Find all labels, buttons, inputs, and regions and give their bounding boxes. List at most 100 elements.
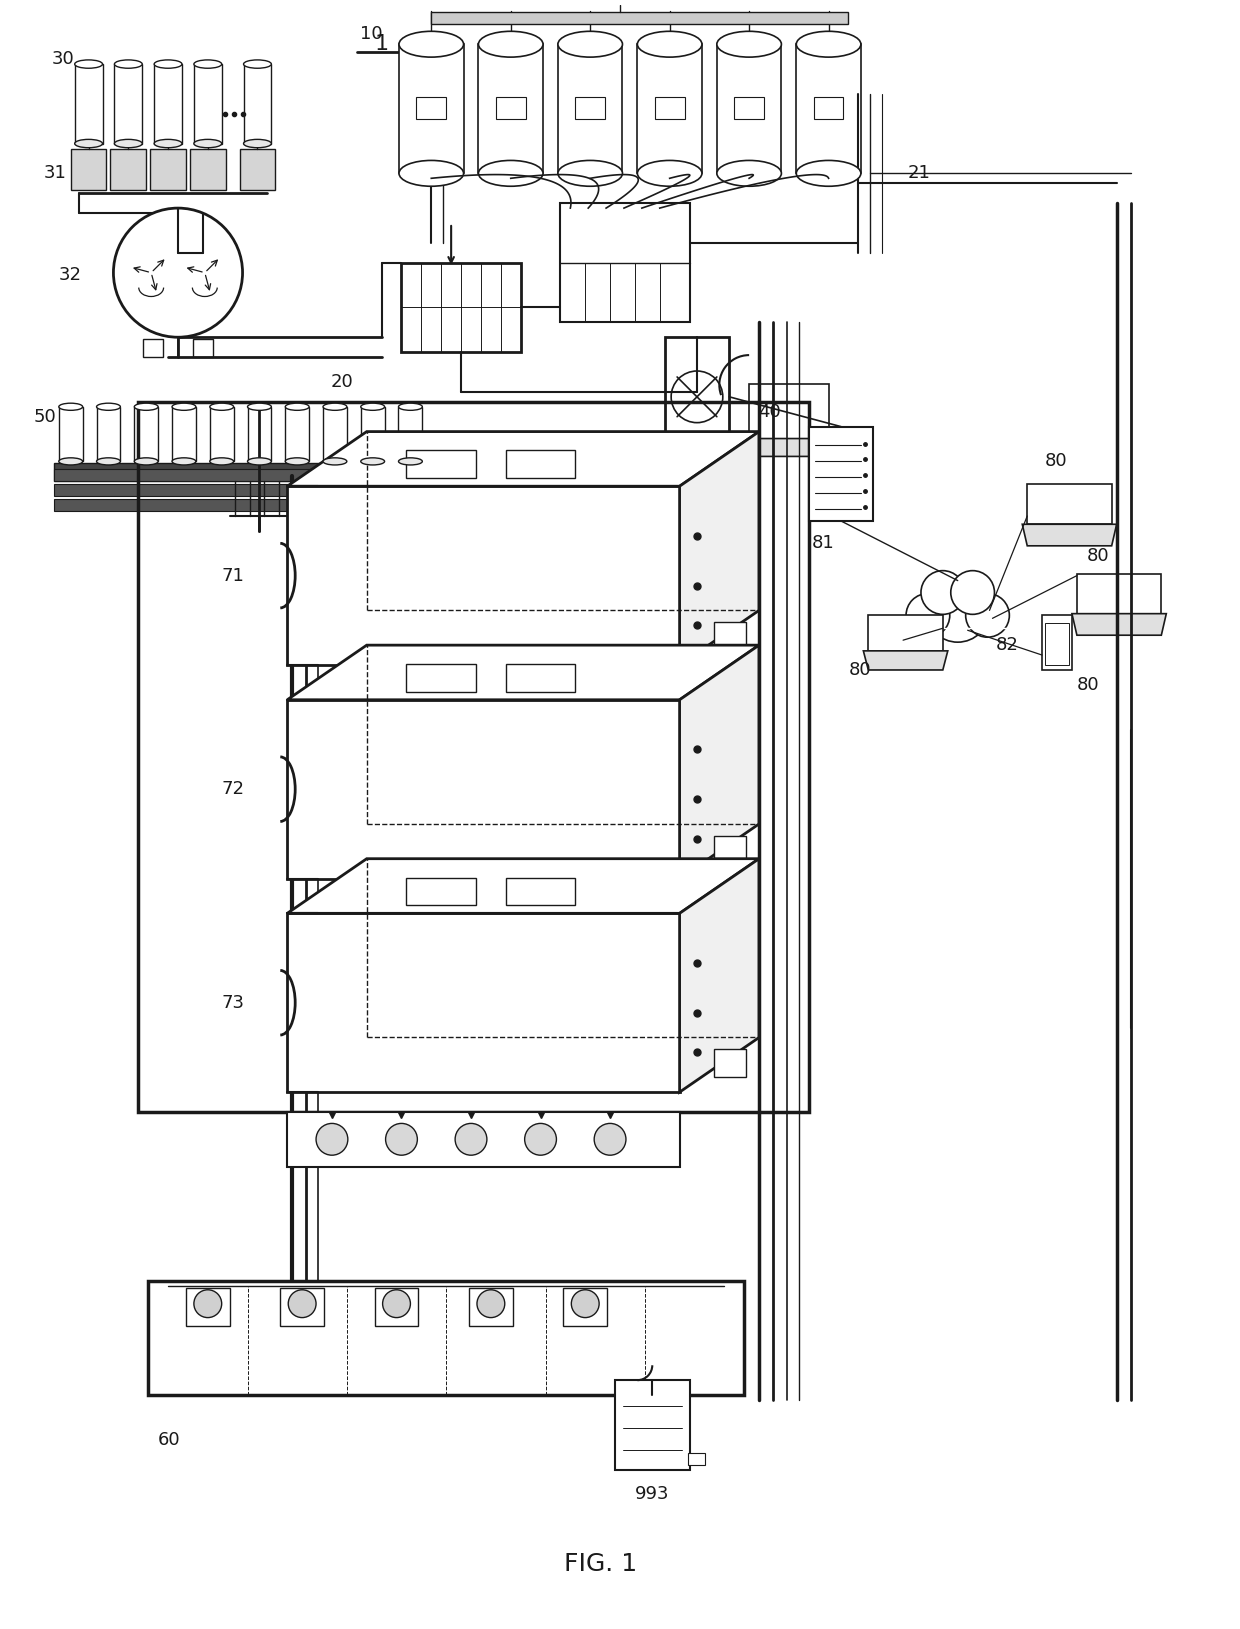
Text: 80: 80 (1086, 547, 1110, 565)
Ellipse shape (479, 31, 543, 57)
Bar (558, 44, 622, 173)
Text: 81: 81 (812, 534, 835, 552)
Bar (144, 339, 164, 357)
Ellipse shape (637, 31, 702, 57)
Polygon shape (288, 432, 759, 485)
Bar (239, 148, 275, 191)
Ellipse shape (796, 31, 861, 57)
Bar (134, 407, 159, 461)
Bar (53, 469, 460, 481)
Circle shape (316, 1124, 348, 1155)
Ellipse shape (398, 458, 423, 464)
Text: 30: 30 (52, 50, 74, 68)
Bar (110, 148, 146, 191)
Circle shape (594, 1124, 626, 1155)
Text: 993: 993 (635, 1486, 670, 1504)
Ellipse shape (399, 160, 464, 186)
Text: 80: 80 (1045, 453, 1068, 471)
Bar (496, 96, 526, 119)
Text: 21: 21 (908, 165, 931, 182)
Bar (248, 407, 272, 461)
Ellipse shape (361, 458, 384, 464)
Polygon shape (680, 432, 759, 665)
Bar (210, 407, 233, 461)
Bar (243, 64, 272, 143)
Bar (399, 44, 464, 173)
Ellipse shape (97, 458, 120, 464)
Bar (813, 96, 843, 119)
Polygon shape (863, 652, 947, 670)
Bar (53, 484, 460, 497)
Bar (149, 1280, 744, 1394)
Bar (74, 64, 103, 143)
Bar (717, 44, 781, 173)
Bar (402, 262, 521, 352)
Bar (417, 96, 446, 119)
Bar (687, 1453, 706, 1464)
Circle shape (951, 570, 994, 614)
Bar (479, 44, 543, 173)
Polygon shape (744, 438, 833, 456)
Ellipse shape (114, 60, 143, 68)
Text: 82: 82 (996, 637, 1019, 655)
Text: 73: 73 (221, 994, 244, 1012)
Bar (288, 914, 680, 1091)
Bar (749, 384, 828, 438)
Circle shape (525, 1124, 557, 1155)
Bar (154, 64, 182, 143)
Bar (655, 96, 684, 119)
Ellipse shape (58, 404, 83, 411)
Circle shape (288, 1290, 316, 1318)
Ellipse shape (172, 458, 196, 464)
Bar (97, 407, 120, 461)
Ellipse shape (134, 404, 159, 411)
Ellipse shape (58, 458, 83, 464)
Ellipse shape (243, 60, 272, 68)
Bar (71, 148, 107, 191)
Bar (560, 204, 689, 323)
Bar (322, 407, 347, 461)
Bar (1045, 624, 1069, 665)
Ellipse shape (154, 60, 182, 68)
Bar (615, 1380, 689, 1469)
Polygon shape (288, 858, 759, 914)
Bar (285, 407, 309, 461)
Text: 50: 50 (33, 407, 57, 425)
Bar (172, 407, 196, 461)
Polygon shape (1022, 525, 1117, 546)
Circle shape (926, 578, 990, 642)
Bar (1042, 616, 1071, 670)
Ellipse shape (717, 31, 781, 57)
Text: 80: 80 (848, 661, 870, 679)
Bar (665, 337, 729, 456)
Bar (288, 1113, 680, 1166)
Ellipse shape (193, 60, 222, 68)
Bar (637, 44, 702, 173)
Bar (1027, 484, 1112, 525)
Bar (506, 451, 575, 479)
Bar (361, 407, 384, 461)
Bar (575, 96, 605, 119)
Ellipse shape (398, 404, 423, 411)
Polygon shape (680, 858, 759, 1091)
Bar (506, 665, 575, 692)
Text: 32: 32 (58, 266, 82, 283)
Text: 31: 31 (43, 165, 67, 182)
Ellipse shape (796, 160, 861, 186)
Circle shape (386, 1124, 418, 1155)
Bar (796, 44, 861, 173)
Ellipse shape (97, 404, 120, 411)
Ellipse shape (114, 140, 143, 148)
Bar (190, 148, 226, 191)
Bar (714, 836, 746, 863)
Text: FIG. 1: FIG. 1 (563, 1552, 636, 1575)
Bar (193, 339, 213, 357)
Bar (53, 498, 460, 512)
Text: 10: 10 (361, 26, 383, 44)
Circle shape (572, 1290, 599, 1318)
Circle shape (193, 1290, 222, 1318)
Ellipse shape (322, 458, 347, 464)
Circle shape (383, 1290, 410, 1318)
Ellipse shape (479, 160, 543, 186)
Text: 60: 60 (159, 1430, 181, 1448)
